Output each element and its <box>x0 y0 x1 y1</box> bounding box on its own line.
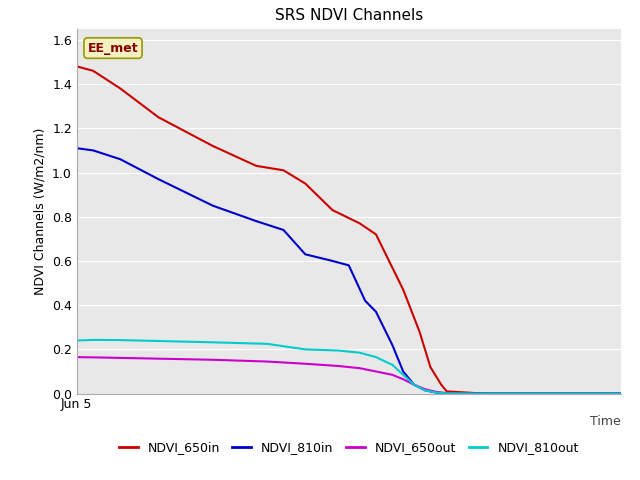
Title: SRS NDVI Channels: SRS NDVI Channels <box>275 9 423 24</box>
Y-axis label: NDVI Channels (W/m2/nm): NDVI Channels (W/m2/nm) <box>33 128 46 295</box>
Text: EE_met: EE_met <box>88 42 138 55</box>
Legend: NDVI_650in, NDVI_810in, NDVI_650out, NDVI_810out: NDVI_650in, NDVI_810in, NDVI_650out, NDV… <box>114 436 584 459</box>
Text: Time: Time <box>590 416 621 429</box>
